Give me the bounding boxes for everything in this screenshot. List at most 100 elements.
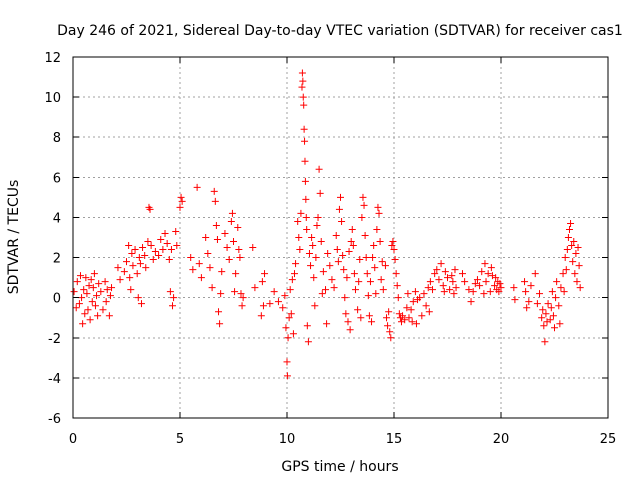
data-point [334, 258, 342, 266]
data-point [553, 278, 561, 286]
data-point [270, 288, 278, 296]
data-point [236, 254, 244, 262]
data-point [480, 290, 488, 298]
data-point [561, 254, 569, 262]
data-point [473, 276, 481, 284]
x-tick-label: 25 [600, 432, 617, 447]
data-point [213, 236, 221, 244]
data-point [311, 302, 319, 310]
data-point [131, 246, 139, 254]
data-point [365, 312, 373, 320]
data-point [527, 282, 535, 290]
data-point [368, 318, 376, 326]
data-point [440, 288, 448, 296]
data-point [141, 252, 149, 260]
data-point [429, 286, 437, 294]
data-point [142, 264, 150, 272]
data-point [555, 302, 563, 310]
data-point [195, 260, 203, 268]
data-point [481, 260, 489, 268]
data-point [333, 246, 341, 254]
data-point [288, 276, 296, 284]
data-point [309, 242, 317, 250]
data-point [139, 244, 147, 252]
data-point [208, 284, 216, 292]
data-point [471, 280, 479, 288]
data-point [354, 306, 362, 314]
data-point [134, 294, 142, 302]
data-point [338, 217, 346, 225]
data-point [335, 205, 343, 213]
y-tick-label: -6 [48, 412, 61, 427]
data-point [469, 288, 477, 296]
data-point [235, 246, 243, 254]
data-point [202, 234, 210, 241]
data-point [83, 290, 91, 298]
data-point [533, 300, 541, 308]
data-point [575, 262, 583, 270]
data-point [135, 254, 143, 262]
data-point [420, 290, 428, 298]
data-point [389, 238, 397, 246]
data-point [282, 324, 290, 332]
data-point [404, 290, 412, 298]
data-point [376, 238, 384, 246]
data-point [569, 258, 577, 266]
data-point [449, 278, 457, 286]
data-point [210, 187, 218, 195]
data-point [431, 270, 439, 278]
data-point [401, 316, 409, 324]
y-tick-label: 6 [53, 171, 61, 186]
data-point [295, 234, 303, 241]
data-point [408, 318, 416, 326]
data-point [99, 306, 107, 314]
data-point [452, 284, 460, 292]
data-point [416, 294, 424, 302]
data-point [567, 219, 575, 227]
data-point [206, 264, 214, 272]
data-point [385, 308, 393, 316]
data-point [79, 320, 87, 328]
data-point [318, 290, 326, 298]
data-point [497, 284, 505, 292]
data-point [298, 69, 306, 77]
data-point [346, 326, 354, 334]
x-tick-label: 5 [176, 432, 184, 447]
data-point [284, 334, 292, 342]
data-point [487, 264, 495, 272]
data-point [564, 234, 572, 241]
data-point [297, 209, 305, 217]
data-point [305, 250, 313, 258]
data-point [212, 221, 220, 229]
data-point [478, 268, 486, 276]
data-point [301, 177, 309, 185]
data-point [316, 189, 324, 197]
data-point [451, 266, 459, 274]
data-point [286, 286, 294, 294]
data-point [559, 270, 567, 278]
data-point [251, 284, 259, 292]
data-point [392, 270, 400, 278]
data-point [128, 250, 136, 258]
data-point [126, 274, 134, 282]
data-point [391, 256, 399, 264]
data-point [405, 314, 413, 322]
data-point [225, 256, 233, 264]
data-point [189, 266, 197, 274]
data-point [108, 284, 116, 292]
data-point [147, 242, 155, 250]
data-point [151, 248, 159, 256]
data-point [283, 358, 291, 366]
data-point [387, 334, 395, 342]
data-point [308, 234, 316, 241]
data-point [496, 280, 504, 288]
data-point [571, 270, 579, 278]
data-point [364, 292, 372, 300]
data-point [467, 298, 475, 306]
data-point [144, 238, 152, 246]
data-point [525, 298, 533, 306]
y-tick-label: 8 [53, 131, 61, 146]
data-point [261, 270, 269, 278]
data-point [87, 276, 95, 284]
data-point [345, 248, 353, 256]
